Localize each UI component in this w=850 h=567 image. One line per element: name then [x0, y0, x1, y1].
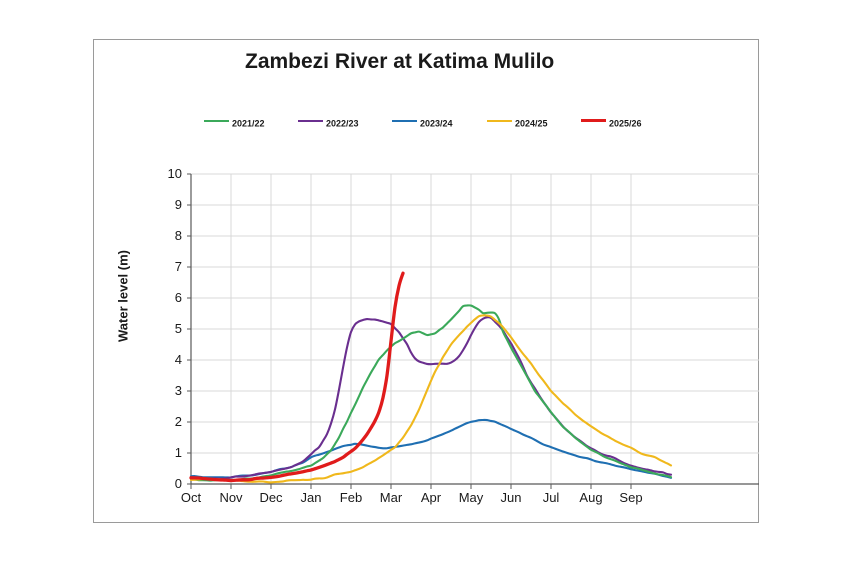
svg-text:Feb: Feb: [340, 490, 362, 505]
svg-text:9: 9: [175, 197, 182, 212]
svg-text:8: 8: [175, 228, 182, 243]
svg-text:Jan: Jan: [301, 490, 322, 505]
svg-text:Mar: Mar: [380, 490, 403, 505]
svg-text:Jun: Jun: [501, 490, 522, 505]
svg-text:Jul: Jul: [543, 490, 560, 505]
svg-text:10: 10: [168, 166, 182, 181]
svg-text:Sep: Sep: [619, 490, 642, 505]
svg-text:5: 5: [175, 321, 182, 336]
svg-text:3: 3: [175, 383, 182, 398]
svg-text:Nov: Nov: [219, 490, 243, 505]
svg-text:0: 0: [175, 476, 182, 491]
svg-text:Dec: Dec: [259, 490, 283, 505]
svg-text:Oct: Oct: [181, 490, 202, 505]
svg-text:Aug: Aug: [579, 490, 602, 505]
svg-text:7: 7: [175, 259, 182, 274]
svg-text:4: 4: [175, 352, 182, 367]
svg-text:2: 2: [175, 414, 182, 429]
svg-text:May: May: [459, 490, 484, 505]
svg-text:Apr: Apr: [421, 490, 442, 505]
svg-text:6: 6: [175, 290, 182, 305]
svg-text:1: 1: [175, 445, 182, 460]
